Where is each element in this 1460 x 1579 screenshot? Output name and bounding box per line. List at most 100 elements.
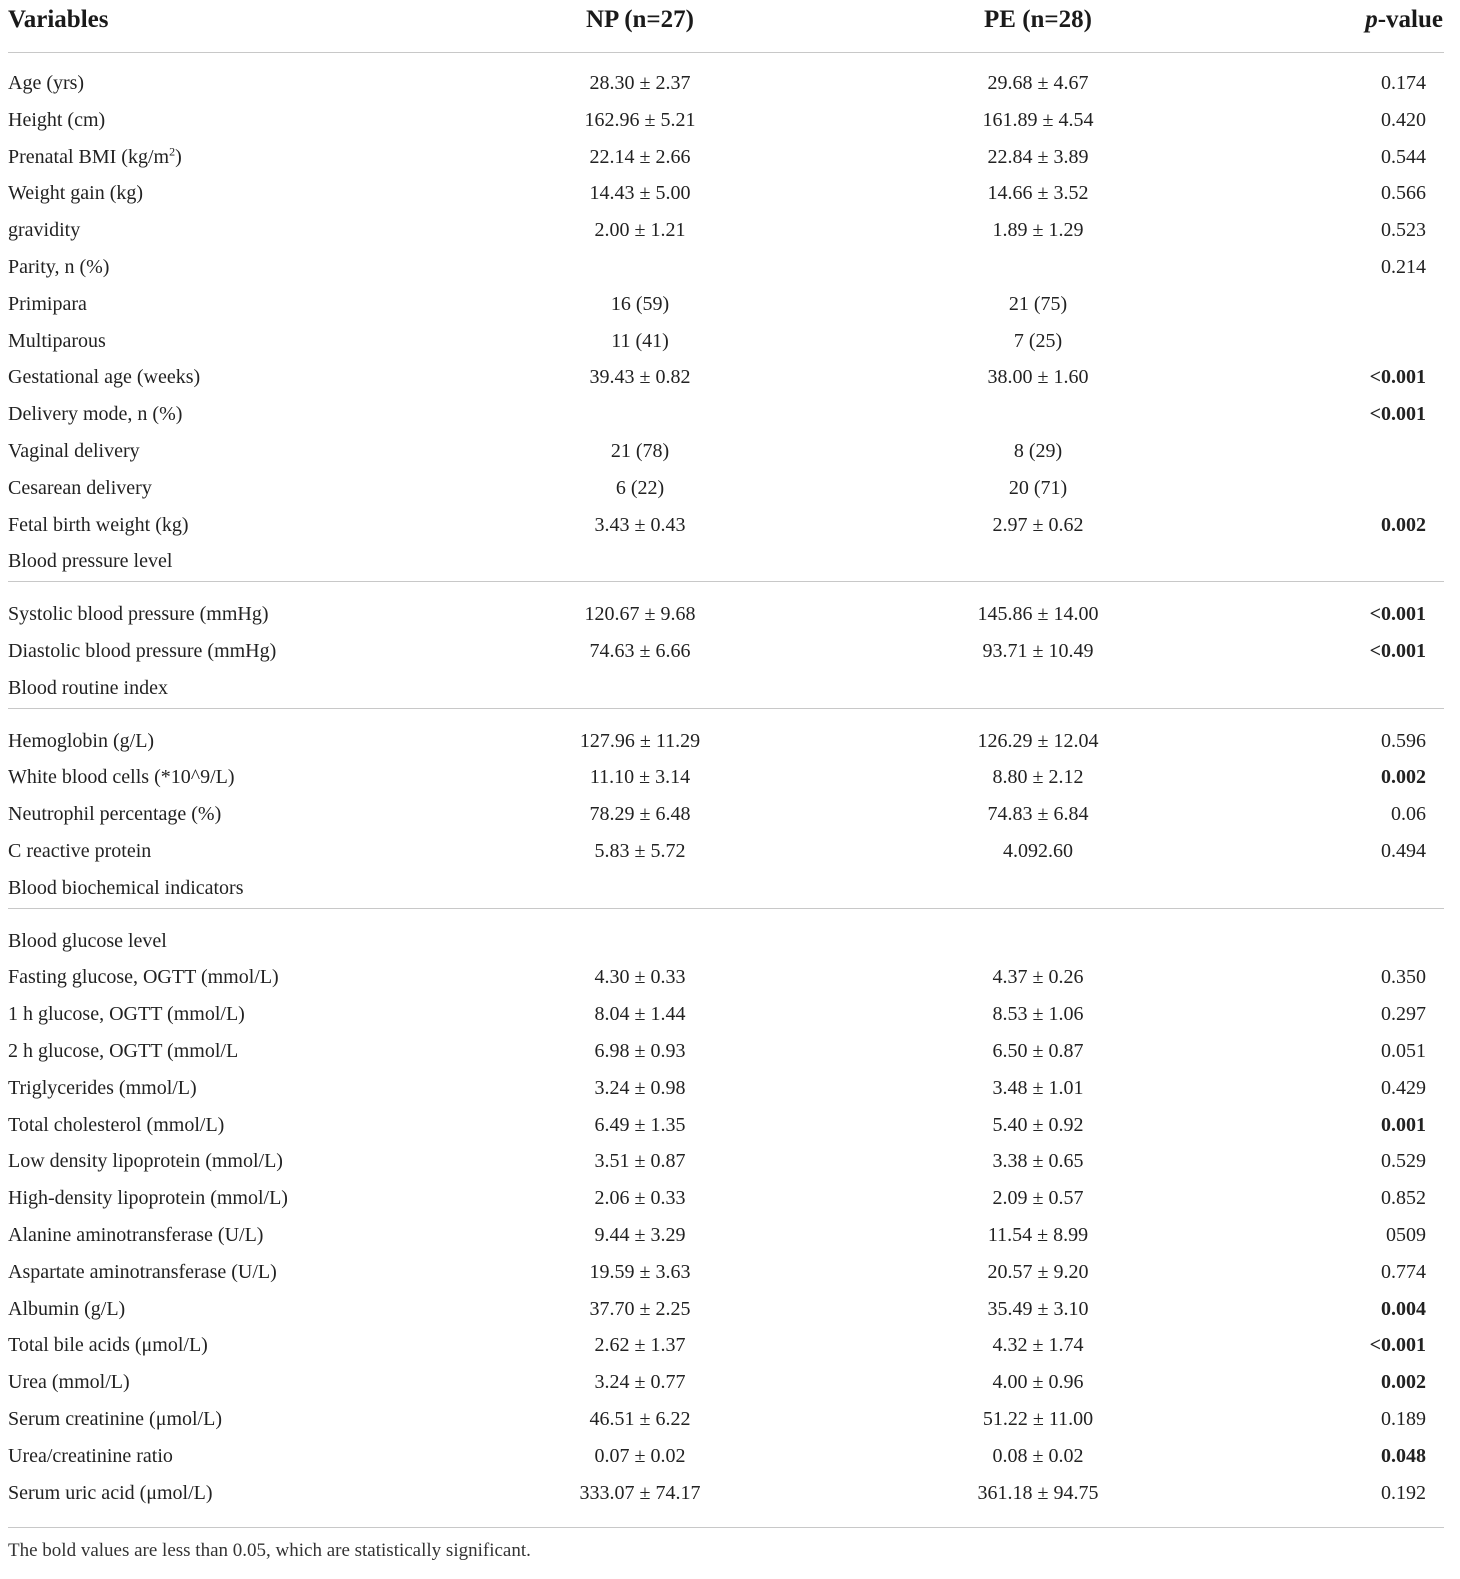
pe-value: 22.84 ± 3.89 [987, 145, 1089, 168]
row-label: Urea/creatinine ratio [8, 1438, 173, 1474]
header-p-rest: -value [1377, 6, 1443, 33]
np-value: 162.96 ± 5.21 [584, 108, 696, 131]
row-label: Fasting glucose, OGTT (mmol/L) [8, 959, 279, 995]
np-value: 16 (59) [610, 292, 670, 315]
table-row: gravidity 2.00 ± 1.21 1.89 ± 1.29 0.523 [0, 212, 1460, 248]
section-rule [8, 707, 1444, 709]
table-row: Aspartate aminotransferase (U/L) 19.59 ± … [0, 1254, 1460, 1290]
row-label-text: 1 h glucose, OGTT (mmol/L) [8, 1003, 245, 1026]
row-label-text: High-density lipoprotein (mmol/L) [8, 1187, 288, 1210]
np-value: 333.07 ± 74.17 [579, 1481, 701, 1504]
table-row: Cesarean delivery 6 (22) 20 (71) [0, 470, 1460, 506]
np-value: 21 (78) [610, 440, 670, 462]
row-label-text: Primipara [8, 292, 87, 315]
row-label-text: Weight gain (kg) [8, 182, 144, 205]
row-label: 1 h glucose, OGTT (mmol/L) [8, 996, 245, 1032]
table-row: White blood cells (*10^9/L) 11.10 ± 3.14 8… [0, 759, 1460, 795]
row-label-text: Delivery mode, n (%) [8, 403, 183, 426]
table-row: Prenatal BMI (kg/m2) 22.14 ± 2.66 22.84 ± … [0, 139, 1460, 175]
row-label: Fetal birth weight (kg) [8, 507, 189, 543]
table-row: C reactive protein 5.83 ± 5.72 4.092.60 0.4… [0, 833, 1460, 869]
pe-value: 7 (25) [1013, 329, 1063, 352]
np-value: 9.44 ± 3.29 [594, 1224, 686, 1246]
pe-value: 3.38 ± 0.65 [992, 1150, 1084, 1173]
pe-value: 74.83 ± 6.84 [987, 803, 1089, 826]
row-label: Weight gain (kg) [8, 175, 143, 211]
row-label: High-density lipoprotein (mmol/L) [8, 1180, 288, 1216]
np-value: 37.70 ± 2.25 [589, 1297, 691, 1320]
p-value: 0509 [1386, 1224, 1426, 1246]
p-value: 0.004 [1381, 1297, 1426, 1320]
pe-value: 6.50 ± 0.87 [992, 1040, 1084, 1062]
table-row: Parity, n (%) 0.214 [0, 249, 1460, 285]
np-value [480, 923, 800, 959]
np-value [480, 249, 800, 285]
row-label: Vaginal delivery [8, 433, 140, 469]
row-label: Urea (mmol/L) [8, 1364, 130, 1400]
np-value: 2.00 ± 1.21 [594, 219, 686, 242]
p-value: 0.852 [1381, 1187, 1426, 1210]
row-label: Blood pressure level [8, 543, 172, 579]
pe-value: 20.57 ± 9.20 [987, 1260, 1089, 1283]
np-value: 46.51 ± 6.22 [589, 1408, 691, 1430]
table-row: Delivery mode, n (%) <0.001 [0, 396, 1460, 432]
row-label: Prenatal BMI (kg/m2) [8, 139, 182, 175]
table-row: Age (yrs) 28.30 ± 2.37 29.68 ± 4.67 0.174 [0, 65, 1460, 101]
row-label: C reactive protein [8, 833, 151, 869]
table-row: Serum uric acid (μmol/L) 333.07 ± 74.17 36… [0, 1475, 1460, 1511]
pe-value [878, 543, 1198, 579]
np-value: 6.98 ± 0.93 [594, 1040, 686, 1062]
pe-value: 8.80 ± 2.12 [992, 766, 1084, 789]
np-value: 28.30 ± 2.37 [589, 72, 691, 94]
table-row: Diastolic blood pressure (mmHg) 74.63 ± 6… [0, 633, 1460, 669]
table-row: Fasting glucose, OGTT (mmol/L) 4.30 ± 0.3… [0, 959, 1460, 995]
row-label-text: Prenatal BMI (kg/m [8, 145, 170, 168]
table-row: Total bile acids (μmol/L) 2.62 ± 1.37 4.32… [0, 1327, 1460, 1363]
pe-value: 1.89 ± 1.29 [992, 219, 1084, 242]
row-label: Blood glucose level [8, 923, 167, 959]
p-value [1250, 286, 1426, 322]
p-value: 0.529 [1381, 1150, 1426, 1173]
pe-value: 21 (75) [1008, 292, 1068, 315]
row-label: Blood biochemical indicators [8, 870, 244, 906]
p-value: 0.189 [1381, 1408, 1426, 1430]
np-value: 22.14 ± 2.66 [589, 145, 691, 168]
p-value: <0.001 [1369, 603, 1426, 626]
row-label: Serum uric acid (μmol/L) [8, 1475, 213, 1511]
table-row: Total cholesterol (mmol/L) 6.49 ± 1.35 5.4… [0, 1107, 1460, 1143]
table-row: Blood pressure level [0, 543, 1460, 579]
table-row: Albumin (g/L) 37.70 ± 2.25 35.49 ± 3.10 0.0… [0, 1291, 1460, 1327]
np-value: 11.10 ± 3.14 [589, 766, 691, 789]
table-row: Low density lipoprotein (mmol/L) 3.51 ± 0… [0, 1143, 1460, 1179]
row-label-text: Albumin (g/L) [8, 1297, 126, 1320]
np-value [480, 670, 800, 706]
p-value [1250, 923, 1426, 959]
np-value: 3.24 ± 0.98 [594, 1076, 686, 1099]
table-row: Urea (mmol/L) 3.24 ± 0.77 4.00 ± 0.96 0.002 [0, 1364, 1460, 1400]
np-value [480, 396, 800, 432]
row-label: Gestational age (weeks) [8, 359, 200, 395]
p-value: <0.001 [1369, 366, 1426, 389]
pe-value: 51.22 ± 11.00 [982, 1408, 1094, 1430]
np-value: 3.43 ± 0.43 [594, 513, 686, 536]
row-label-text: Total bile acids (μmol/L) [8, 1334, 208, 1357]
row-label-text: Multiparous [8, 329, 106, 352]
np-value: 2.06 ± 0.33 [594, 1187, 686, 1210]
p-value: 0.523 [1381, 219, 1426, 242]
pe-value: 4.00 ± 0.96 [992, 1371, 1084, 1394]
row-label-text: 2 h glucose, OGTT (mmol/L [8, 1040, 239, 1062]
pe-value: 8 (29) [1013, 440, 1063, 462]
p-value: 0.002 [1381, 513, 1426, 536]
np-value: 3.24 ± 0.77 [594, 1371, 686, 1394]
header-np: NP (n=27) [586, 6, 694, 33]
row-label-text: Serum creatinine (μmol/L) [8, 1408, 222, 1430]
pe-value: 2.09 ± 0.57 [992, 1187, 1084, 1210]
table-row: 1 h glucose, OGTT (mmol/L) 8.04 ± 1.44 8.5… [0, 996, 1460, 1032]
row-label-text: gravidity [8, 219, 81, 242]
table-header: Variables NP (n=27) PE (n=28) p-value [0, 0, 1460, 36]
p-value: 0.350 [1381, 966, 1426, 989]
row-label: Serum creatinine (μmol/L) [8, 1401, 222, 1437]
p-value: 0.001 [1381, 1113, 1426, 1136]
header-rule [8, 52, 1444, 53]
